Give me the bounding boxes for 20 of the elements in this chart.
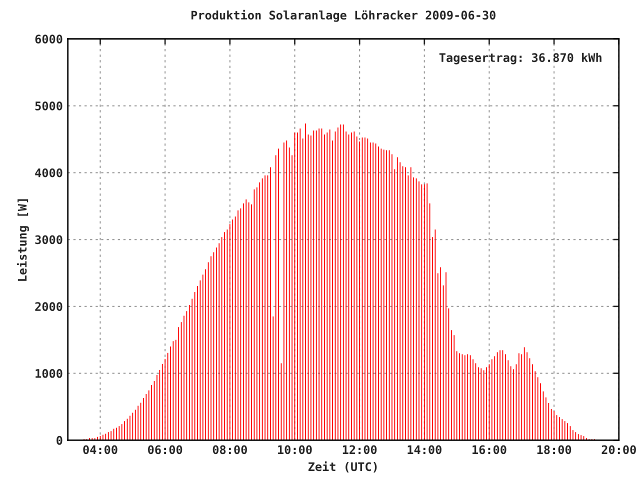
y-tick-label: 2000 xyxy=(35,302,62,312)
y-tick-label: 4000 xyxy=(35,168,62,178)
x-tick-label: 16:00 xyxy=(472,445,506,454)
y-tick-label: 3000 xyxy=(35,235,62,244)
x-tick-label: 20:00 xyxy=(602,445,636,454)
chart-title: Produktion Solaranlage Löhracker 2009-06-30 xyxy=(191,10,496,22)
x-tick-label: 12:00 xyxy=(342,445,377,454)
x-axis-title: Zeit (UTC) xyxy=(308,461,377,473)
y-tick-label: 5000 xyxy=(35,101,62,110)
annotation: Tagesertrag: 36.870 kWh xyxy=(439,52,602,64)
x-tick-label: 08:00 xyxy=(212,445,247,454)
y-tick-label: 0 xyxy=(56,436,62,445)
x-tick-label: 06:00 xyxy=(148,445,182,454)
x-tick-label: 18:00 xyxy=(537,445,572,454)
y-tick-label: 1000 xyxy=(36,369,62,378)
x-tick-label: 14:00 xyxy=(408,445,442,454)
x-tick-label: 04:00 xyxy=(83,445,118,454)
y-axis-title: Leistung [W] xyxy=(16,199,29,281)
y-tick-label: 6000 xyxy=(35,34,62,44)
x-tick-label: 10:00 xyxy=(278,445,312,454)
